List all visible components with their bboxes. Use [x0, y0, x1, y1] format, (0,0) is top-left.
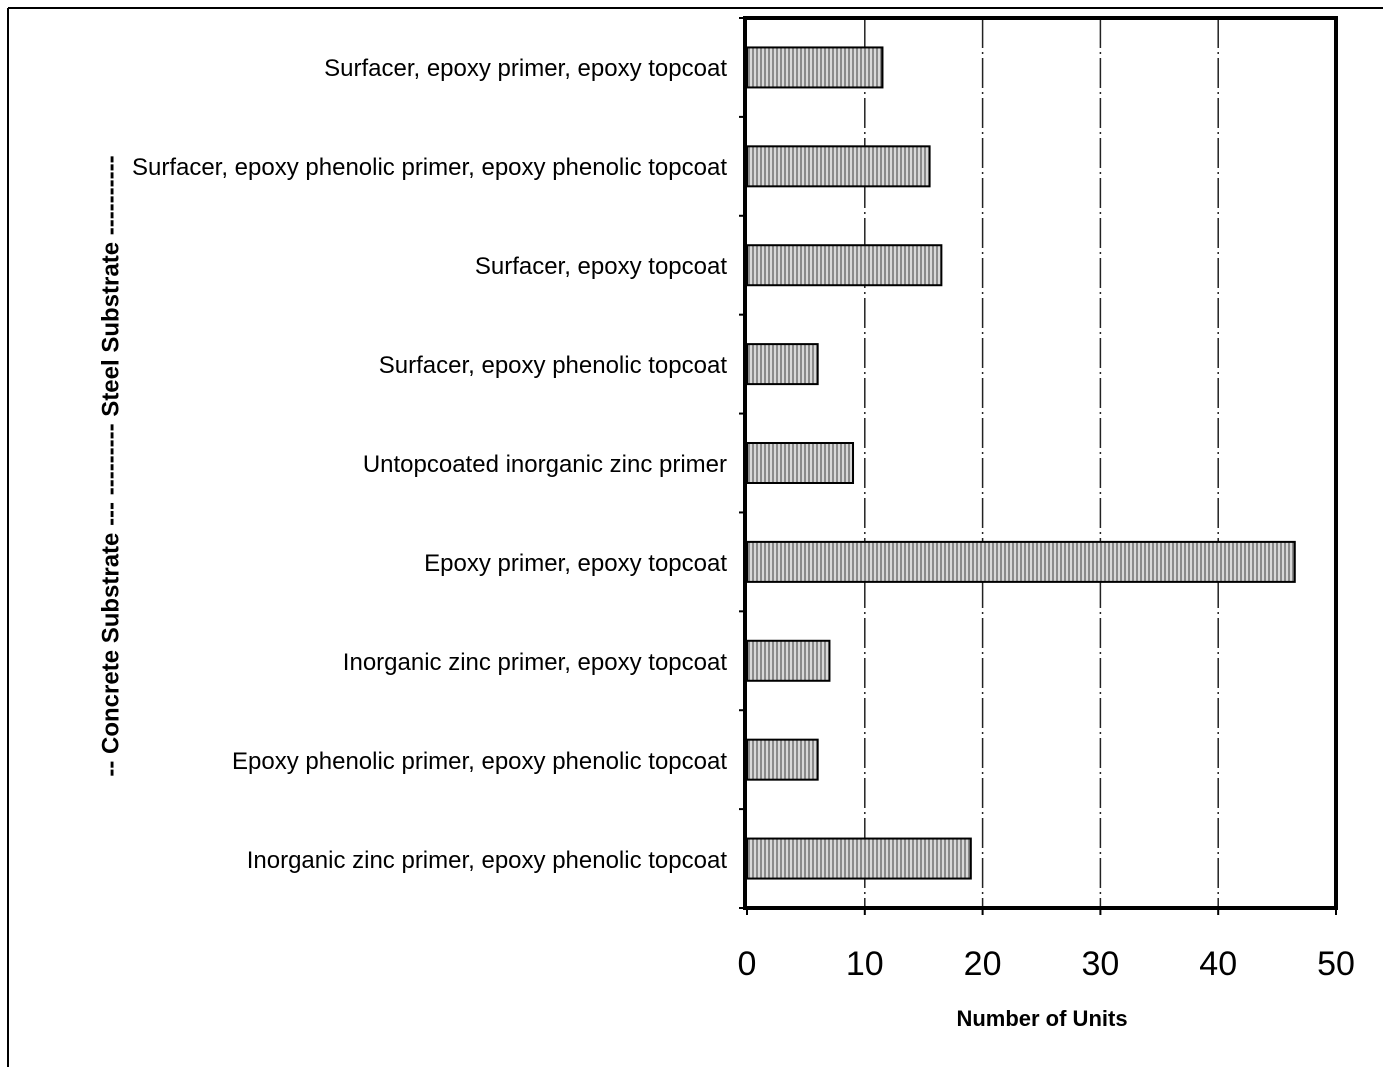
x-tick-label: 30: [1081, 945, 1119, 983]
y-tick-label: Surfacer, epoxy primer, epoxy topcoat: [324, 55, 727, 83]
x-tick-label: 0: [738, 945, 757, 983]
x-tick-label: 10: [846, 945, 884, 983]
y-axis-title: -- Concrete Substrate --- --------- Stee…: [97, 155, 124, 776]
x-tick-label: 50: [1317, 945, 1355, 983]
y-tick-label: Inorganic zinc primer, epoxy topcoat: [342, 648, 727, 676]
bar: [746, 540, 1296, 583]
bar: [746, 837, 972, 880]
y-tick-label-box: Surfacer, epoxy phenolic primer, epoxy p…: [107, 152, 727, 184]
y-tick-label-box: Surfacer, epoxy phenolic topcoat: [107, 350, 727, 382]
y-tick-label: Untopcoated inorganic zinc primer: [362, 451, 727, 478]
plot-frame: [743, 16, 1338, 910]
bar: [746, 46, 884, 89]
bar: [746, 145, 931, 188]
bar: [746, 244, 943, 287]
bar: [746, 343, 819, 386]
y-tick-label: Surfacer, epoxy topcoat: [474, 253, 727, 281]
bar: [746, 639, 831, 682]
y-tick-label-box: Epoxy phenolic primer, epoxy phenolic to…: [107, 746, 727, 778]
x-tick-label: 40: [1199, 945, 1237, 983]
y-tick-label-box: Inorganic zinc primer, epoxy phenolic to…: [107, 845, 727, 877]
x-axis-title: Number of Units: [956, 1006, 1127, 1031]
bar: [746, 442, 855, 484]
y-tick-label: Epoxy primer, epoxy topcoat: [424, 549, 727, 577]
x-tick-label: 20: [964, 945, 1002, 983]
y-tick-label-box: Surfacer, epoxy topcoat: [107, 251, 727, 283]
y-tick-label: Epoxy phenolic primer, epoxy phenolic to…: [232, 747, 727, 775]
y-tick-label: Inorganic zinc primer, epoxy phenolic to…: [246, 846, 727, 874]
bar: [746, 738, 819, 781]
y-tick-label-box: Inorganic zinc primer, epoxy topcoat: [107, 647, 727, 679]
y-tick-label: Surfacer, epoxy phenolic topcoat: [378, 352, 727, 380]
y-tick-label: Surfacer, epoxy phenolic primer, epoxy p…: [131, 154, 727, 182]
y-tick-label-box: Untopcoated inorganic zinc primer: [107, 449, 727, 481]
y-tick-label-box: Surfacer, epoxy primer, epoxy topcoat: [107, 53, 727, 85]
y-tick-label-box: Epoxy primer, epoxy topcoat: [107, 548, 727, 580]
